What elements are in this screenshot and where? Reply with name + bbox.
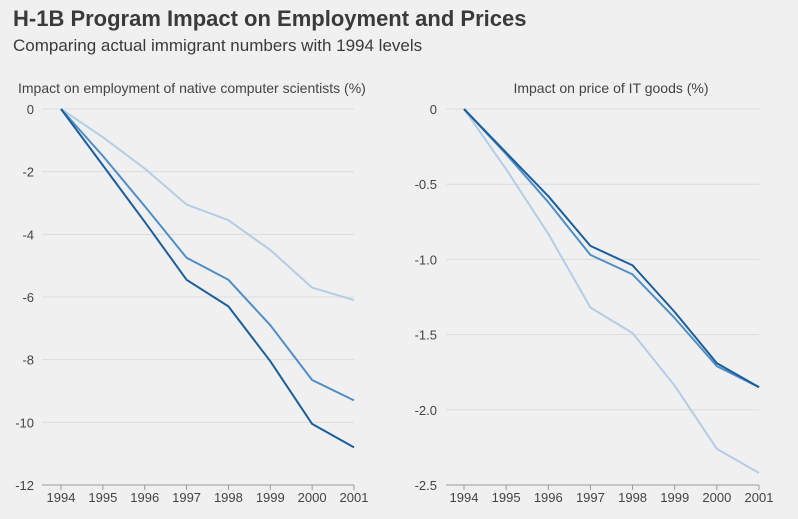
chart1-y-tick-label: -8 (22, 353, 34, 368)
chart2-series-light-line (463, 108, 760, 474)
chart1-y-tick-label: -6 (22, 290, 34, 305)
chart2-y-tick-label: -2.0 (415, 403, 437, 418)
chart2-x-tick-label: 1994 (450, 490, 479, 505)
chart-title: H-1B Program Impact on Employment and Pr… (13, 6, 527, 31)
chart2-y-tick-label: -2.5 (415, 478, 437, 493)
chart2-x-tick-label: 1995 (492, 490, 521, 505)
chart1-x-tick-label: 1997 (172, 490, 201, 505)
chart1-x-tick-label: 1999 (256, 490, 285, 505)
chart-subtitle: Comparing actual immigrant numbers with … (13, 36, 423, 55)
chart1-x-tick-label: 2000 (298, 490, 327, 505)
chart2-panel-title: Impact on price of IT goods (%) (513, 80, 708, 96)
chart1-series-medium-line (60, 108, 355, 402)
chart1-x-tick-label: 1996 (130, 490, 159, 505)
chart1-y-tick-label: -4 (22, 227, 34, 242)
chart1-y-tick-label: -12 (15, 478, 34, 493)
chart2-x-tick-label: 2000 (702, 490, 731, 505)
chart2-x-tick-label: 2001 (745, 490, 774, 505)
chart2-y-tick-label: -0.5 (415, 177, 437, 192)
chart2-y-tick-label: -1.5 (415, 328, 437, 343)
chart1-y-tick-label: -10 (15, 415, 34, 430)
chart1-y-tick-label: 0 (27, 102, 34, 117)
chart2-x-tick-label: 1997 (576, 490, 605, 505)
chart1-x-tick-label: 1994 (47, 490, 76, 505)
chart2-y-tick-label: -1.0 (415, 252, 437, 267)
chart2-series-dark-line (463, 108, 760, 389)
chart1-x-tick-label: 2001 (340, 490, 369, 505)
chart2-x-tick-label: 1996 (534, 490, 563, 505)
chart2-y-tick-label: 0 (430, 102, 437, 117)
chart1-x-tick-label: 1995 (88, 490, 117, 505)
chart2-x-tick-label: 1999 (660, 490, 689, 505)
chart2-series-medium-line (463, 108, 760, 389)
chart1-panel-title: Impact on employment of native computer … (18, 80, 366, 96)
chart1-series-light-line (60, 108, 355, 302)
chart1-series-dark-line (60, 108, 355, 449)
chart2-x-tick-label: 1998 (618, 490, 647, 505)
chart1-y-tick-label: -2 (22, 165, 34, 180)
chart1-x-tick-label: 1998 (214, 490, 243, 505)
